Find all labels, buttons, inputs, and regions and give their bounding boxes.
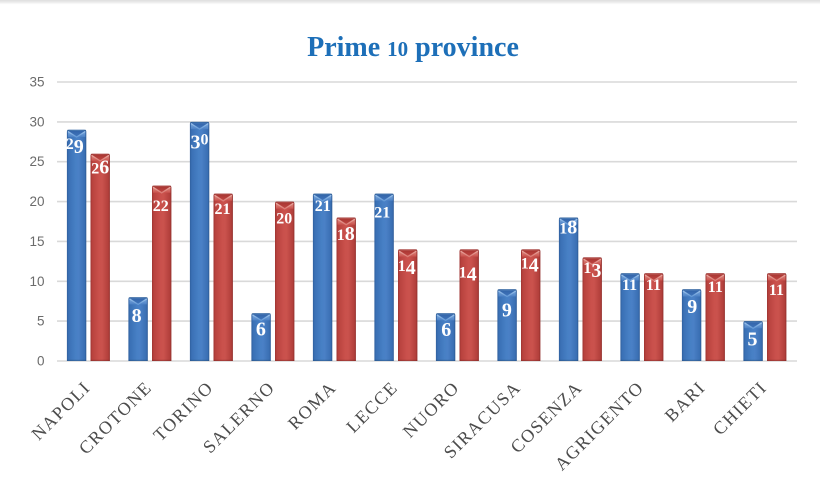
svg-text:6: 6 [441,319,451,341]
svg-text:35: 35 [29,75,44,90]
svg-text:14: 14 [459,264,477,286]
svg-text:15: 15 [29,234,44,249]
svg-text:25: 25 [29,154,44,169]
svg-text:20: 20 [276,211,292,228]
svg-text:21: 21 [215,201,231,218]
svg-text:11: 11 [708,279,723,296]
svg-text:Prime 10 province: Prime 10 province [307,32,519,63]
svg-text:11: 11 [646,277,661,294]
svg-text:9: 9 [502,300,512,322]
svg-text:3 0: 3 0 [190,132,208,154]
svg-text:0: 0 [37,354,45,369]
svg-text:22: 22 [153,198,169,215]
svg-text:14: 14 [398,257,416,279]
svg-text:5: 5 [37,314,45,329]
svg-text:8: 8 [132,305,142,327]
svg-text:11: 11 [769,282,784,299]
svg-text:21: 21 [315,198,331,215]
svg-text:30: 30 [29,114,44,129]
svg-text:9: 9 [687,296,697,318]
svg-text:11: 11 [622,277,637,294]
svg-text:10: 10 [29,274,44,289]
svg-text:20: 20 [29,194,44,209]
svg-text:5: 5 [748,329,758,351]
svg-text:18: 18 [337,223,355,245]
svg-text:29: 29 [66,136,84,158]
svg-text:14: 14 [521,255,539,277]
svg-text:6: 6 [256,319,266,341]
svg-text:13: 13 [583,260,601,282]
svg-text:18: 18 [559,217,577,239]
svg-text:26: 26 [91,157,109,179]
svg-text:21: 21 [374,204,390,221]
